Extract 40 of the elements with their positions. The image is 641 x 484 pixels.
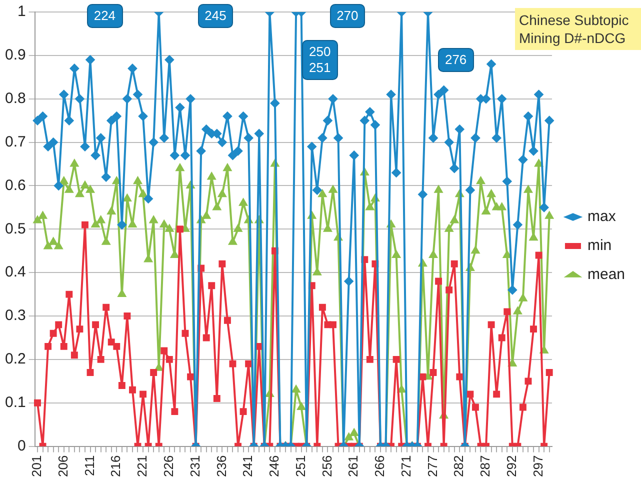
text: Chinese Subtopic Mining D#-nDCG — [515, 8, 641, 50]
y-tick-label: 0.2 — [4, 350, 26, 368]
y-tick-label: 0.1 — [4, 394, 26, 412]
x-tick-label: 216 — [108, 455, 124, 478]
y-tick-label: 0.7 — [4, 133, 26, 150]
y-tick-label: 0.6 — [4, 176, 26, 194]
legend-label: min — [587, 237, 612, 254]
annotation: 245 — [198, 4, 234, 28]
x-tick-label: 221 — [134, 455, 150, 478]
x-tick-label: 266 — [372, 455, 388, 478]
y-tick-label: 0.9 — [4, 46, 26, 64]
x-tick-label: 206 — [55, 455, 70, 478]
annotation: 276 — [438, 48, 474, 72]
y-tick-label: 1 — [18, 3, 26, 20]
x-tick-label: 297 — [530, 455, 546, 478]
y-tick-label: 0.3 — [4, 307, 26, 324]
x-tick-label: 201 — [29, 455, 44, 478]
x-tick-label: 226 — [160, 455, 176, 478]
x-tick-label: 246 — [266, 455, 282, 478]
x-tick-label: 271 — [398, 455, 414, 478]
x-tick-label: 282 — [451, 455, 466, 478]
annotation: 224 — [86, 4, 123, 28]
annotation: 270 — [330, 4, 366, 28]
x-tick-label: 211 — [82, 455, 97, 476]
x-tick-label: 241 — [240, 455, 256, 478]
legend-label: mean — [587, 266, 626, 284]
x-tick-label: 236 — [214, 455, 229, 478]
x-tick-label: 251 — [292, 455, 308, 478]
y-tick-label: 0.4 — [4, 264, 26, 281]
y-tick-label: 0.8 — [4, 90, 26, 108]
legend-label: max — [587, 208, 616, 226]
y-tick-label: 0.5 — [4, 220, 26, 238]
x-tick-label: 277 — [424, 455, 440, 478]
annotation: 250 251 — [302, 40, 338, 80]
x-tick-label: 231 — [187, 455, 202, 478]
x-tick-label: 292 — [504, 455, 519, 478]
y-tick-label: 0 — [18, 437, 26, 454]
x-tick-label: 287 — [478, 455, 493, 478]
x-tick-label: 256 — [319, 455, 334, 478]
x-tick-label: 261 — [346, 455, 361, 478]
